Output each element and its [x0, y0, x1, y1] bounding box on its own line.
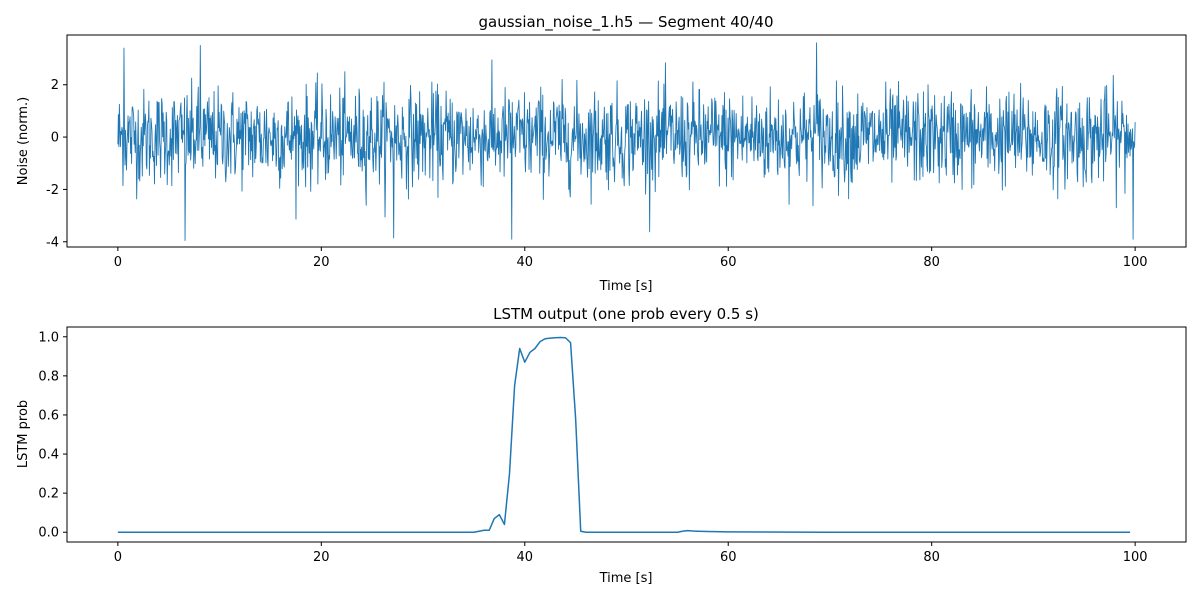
noise-axes-frame — [66, 34, 1187, 248]
y-tick-label: -2 — [46, 183, 59, 198]
y-tick-label: 0.6 — [38, 408, 59, 423]
x-tick-label: 60 — [720, 255, 737, 270]
noise-chart: gaussian_noise_1.h5 — Segment 40/40 0 20 4… — [16, 13, 1187, 294]
x-tick-label: 0 — [114, 255, 122, 270]
y-tick-label: 0.0 — [38, 526, 59, 541]
lstm-chart-title: LSTM output (one prob every 0.5 s) — [493, 305, 759, 323]
noise-y-ticks: -4 -2 0 2 — [46, 78, 67, 250]
lstm_prob-line — [117, 336, 1131, 533]
y-tick-label: 0 — [51, 131, 59, 146]
noise-series — [117, 42, 1136, 241]
lstm-x-ticks: 0 20 40 60 80 100 — [114, 542, 1148, 565]
lstm-chart: LSTM output (one prob every 0.5 s) 0 20 40… — [16, 305, 1187, 586]
y-tick-label: 2 — [51, 78, 59, 93]
lstm-y-ticks: 0.0 0.2 0.4 0.6 0.8 1.0 — [38, 330, 67, 541]
x-tick-label: 0 — [114, 550, 122, 565]
y-tick-label: 0.2 — [38, 487, 59, 502]
x-tick-label: 20 — [313, 550, 330, 565]
lstm-axes-frame — [66, 326, 1187, 543]
noise-chart-title: gaussian_noise_1.h5 — Segment 40/40 — [478, 13, 773, 32]
y-tick-label: 0.4 — [38, 448, 59, 463]
lstm-y-label: LSTM prob — [16, 400, 31, 468]
noise-y-label: Noise (norm.) — [16, 97, 31, 185]
x-tick-label: 20 — [313, 255, 330, 270]
x-tick-label: 80 — [923, 550, 940, 565]
noise-x-label: Time [s] — [599, 279, 653, 294]
y-tick-label: 1.0 — [38, 330, 59, 345]
y-tick-label: 0.8 — [38, 369, 59, 384]
x-tick-label: 100 — [1123, 255, 1148, 270]
lstm-series — [117, 336, 1131, 533]
x-tick-label: 80 — [923, 255, 940, 270]
lstm-x-label: Time [s] — [599, 571, 653, 586]
x-tick-label: 100 — [1123, 550, 1148, 565]
y-tick-label: -4 — [46, 235, 59, 250]
noise-line — [117, 42, 1136, 241]
x-tick-label: 40 — [516, 255, 533, 270]
x-tick-label: 60 — [720, 550, 737, 565]
x-tick-label: 40 — [516, 550, 533, 565]
noise-x-ticks: 0 20 40 60 80 100 — [114, 247, 1148, 270]
